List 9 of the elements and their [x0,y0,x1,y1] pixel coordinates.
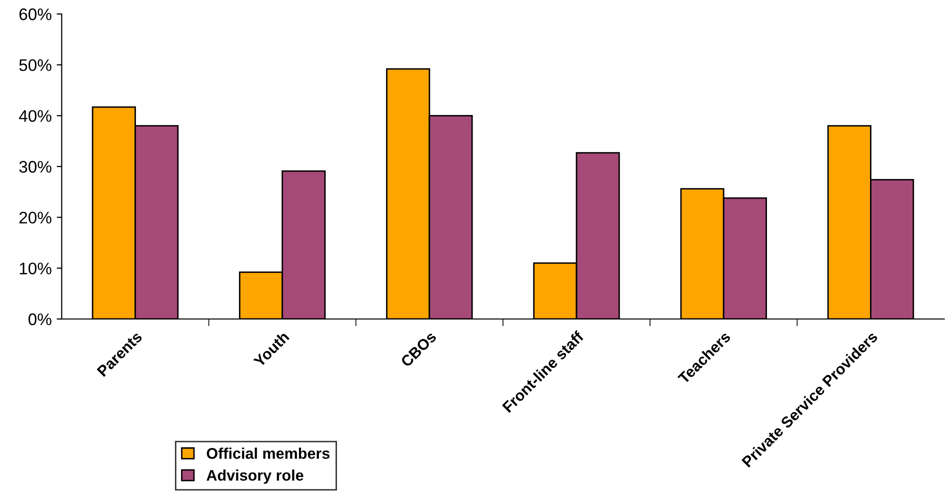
y-tick-label: 50% [19,59,52,72]
y-tick-label: 60% [19,8,52,20]
y-tick-label: 10% [20,262,52,274]
y-tick-label: 0% [28,313,52,326]
y-tick-label: 30% [19,160,52,173]
legend-label: Advisory role [206,470,304,484]
y-tick-label: 40% [18,110,52,122]
y-tick-label: 20% [19,212,52,224]
legend-label: Official members [206,448,330,459]
